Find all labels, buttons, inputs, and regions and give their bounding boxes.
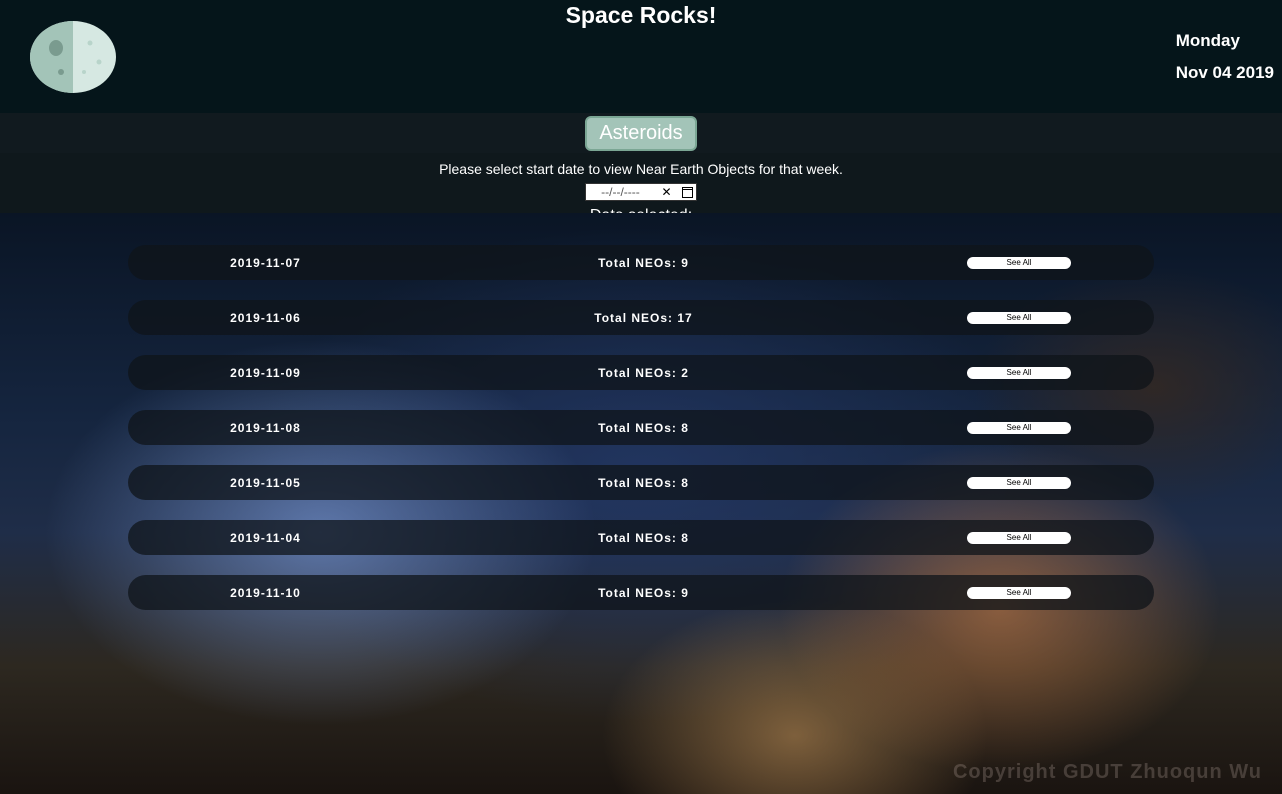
neo-row: 2019-11-07Total NEOs: 9 See All bbox=[128, 245, 1154, 280]
logo-container bbox=[8, 20, 118, 94]
neo-row: 2019-11-06Total NEOs: 17 See All bbox=[128, 300, 1154, 335]
neo-date: 2019-11-04 bbox=[128, 531, 403, 545]
neo-row: 2019-11-05Total NEOs: 8 See All bbox=[128, 465, 1154, 500]
see-all-button[interactable]: See All bbox=[967, 422, 1071, 434]
see-all-button[interactable]: See All bbox=[967, 477, 1071, 489]
see-all-wrap: See All bbox=[884, 367, 1154, 379]
page-title: Space Rocks! bbox=[566, 2, 717, 29]
calendar-icon[interactable] bbox=[682, 187, 693, 198]
see-all-wrap: See All bbox=[884, 257, 1154, 269]
neo-date: 2019-11-05 bbox=[128, 476, 403, 490]
neo-total: Total NEOs: 8 bbox=[403, 421, 884, 435]
neo-row: 2019-11-10Total NEOs: 9 See All bbox=[128, 575, 1154, 610]
header: Space Rocks! Monday Nov 04 2019 bbox=[0, 0, 1282, 113]
neo-total: Total NEOs: 9 bbox=[403, 256, 884, 270]
see-all-button[interactable]: See All bbox=[967, 587, 1071, 599]
instruction-text: Please select start date to view Near Ea… bbox=[0, 161, 1282, 177]
neo-list: 2019-11-07Total NEOs: 9See All2019-11-06… bbox=[0, 235, 1282, 610]
asteroids-tab-button[interactable]: Asteroids bbox=[585, 116, 696, 151]
see-all-wrap: See All bbox=[884, 312, 1154, 324]
current-date: Nov 04 2019 bbox=[1176, 63, 1274, 83]
neo-row: 2019-11-08Total NEOs: 8 See All bbox=[128, 410, 1154, 445]
see-all-button[interactable]: See All bbox=[967, 312, 1071, 324]
neo-row: 2019-11-04Total NEOs: 8 See All bbox=[128, 520, 1154, 555]
neo-total: Total NEOs: 8 bbox=[403, 476, 884, 490]
neo-total: Total NEOs: 8 bbox=[403, 531, 884, 545]
date-input[interactable]: --/--/---- ✕ bbox=[585, 183, 696, 201]
neo-total: Total NEOs: 2 bbox=[403, 366, 884, 380]
neo-date: 2019-11-10 bbox=[128, 586, 403, 600]
date-input-placeholder: --/--/---- bbox=[589, 185, 651, 199]
see-all-wrap: See All bbox=[884, 422, 1154, 434]
neo-total: Total NEOs: 17 bbox=[403, 311, 884, 325]
neo-date: 2019-11-09 bbox=[128, 366, 403, 380]
see-all-button[interactable]: See All bbox=[967, 532, 1071, 544]
neo-date: 2019-11-06 bbox=[128, 311, 403, 325]
see-all-button[interactable]: See All bbox=[967, 257, 1071, 269]
nav-bar: Asteroids bbox=[0, 113, 1282, 153]
date-clear-icon[interactable]: ✕ bbox=[661, 185, 671, 199]
see-all-wrap: See All bbox=[884, 532, 1154, 544]
see-all-button[interactable]: See All bbox=[967, 367, 1071, 379]
see-all-wrap: See All bbox=[884, 477, 1154, 489]
neo-date: 2019-11-08 bbox=[128, 421, 403, 435]
copyright-watermark: Copyright GDUT Zhuoqun Wu bbox=[953, 761, 1262, 784]
current-day: Monday bbox=[1176, 31, 1274, 51]
neo-row: 2019-11-09Total NEOs: 2 See All bbox=[128, 355, 1154, 390]
neo-total: Total NEOs: 9 bbox=[403, 586, 884, 600]
current-date-display: Monday Nov 04 2019 bbox=[1176, 31, 1274, 83]
see-all-wrap: See All bbox=[884, 587, 1154, 599]
neo-date: 2019-11-07 bbox=[128, 256, 403, 270]
moon-logo-icon bbox=[28, 20, 118, 94]
